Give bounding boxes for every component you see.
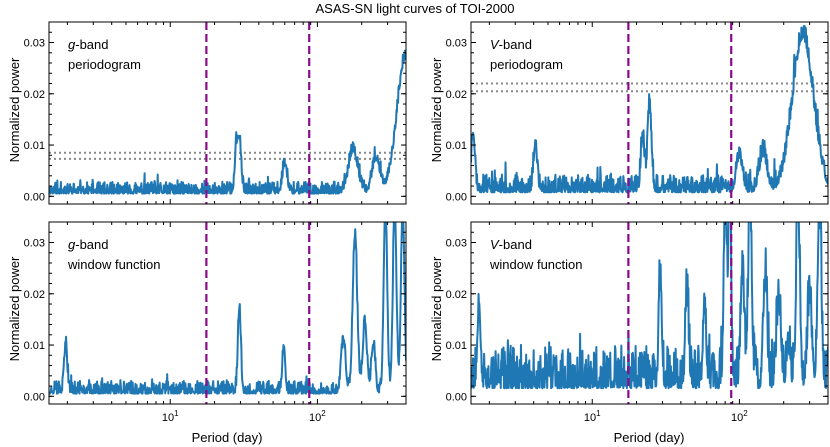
panel-g-periodogram: 0.00 0.01 0.02 0.03 g-band periodogram: [24, 21, 407, 205]
x-tick-exponent: 1: [596, 409, 601, 418]
y-tick-label-2: 0.02: [24, 289, 45, 301]
chart-title: ASAS-SN light curves of TOI-2000: [316, 1, 515, 16]
panel-label-line1: V-band: [490, 37, 532, 52]
x-tick-label-1: 102: [309, 409, 326, 424]
panel-label-band: V: [490, 237, 500, 252]
y-tick-label-2: 0.02: [446, 89, 467, 101]
series-line: [49, 49, 406, 195]
y-tick-label-2: 0.02: [446, 289, 467, 301]
series-line: [471, 222, 828, 390]
panel-label-rest: -band: [499, 237, 532, 252]
panel-label-line1: g-band: [68, 37, 108, 52]
y-tick-label-3: 0.03: [446, 238, 467, 250]
y-tick-label-1: 0.01: [24, 340, 45, 352]
x-tick-exponent: 2: [321, 409, 326, 418]
panel-v-periodogram: 0.00 0.01 0.02 0.03 V-band periodogram: [446, 21, 829, 205]
panel-label-band: g: [68, 37, 76, 52]
x-tick-base: 10: [731, 412, 743, 424]
y-axis-label-bottom-right: Normalized power: [429, 256, 444, 361]
x-tick-base: 10: [584, 412, 596, 424]
panel-label-rest: -band: [75, 37, 108, 52]
y-tick-label-0: 0.00: [24, 391, 45, 403]
panel-label-line2: window function: [67, 257, 161, 272]
panel-label-band: V: [490, 37, 500, 52]
x-tick-exponent: 2: [743, 409, 748, 418]
panel-frame: [48, 221, 407, 405]
panel-label-line1: V-band: [490, 237, 532, 252]
x-axis-label-right: Period (day): [614, 430, 685, 445]
y-tick-label-0: 0.00: [446, 391, 467, 403]
x-tick-label-1: 102: [731, 409, 748, 424]
panel-label-rest: -band: [75, 237, 108, 252]
panel-label-line2: periodogram: [68, 57, 141, 72]
series-line: [471, 25, 828, 194]
x-axis-label-left: Period (day): [192, 430, 263, 445]
y-axis-label-bottom-left: Normalized power: [7, 256, 22, 361]
y-tick-label-0: 0.00: [446, 191, 467, 203]
x-tick-base: 10: [162, 412, 174, 424]
x-tick-label-0: 101: [584, 409, 601, 424]
panels-group: 0.000.010.020.03 g-bandperiodogram0.000.0…: [24, 21, 829, 424]
y-tick-label-3: 0.03: [24, 38, 45, 50]
y-tick-label-1: 0.01: [446, 140, 467, 152]
y-tick-label-1: 0.01: [24, 140, 45, 152]
panel-label-line1: g-band: [68, 237, 108, 252]
panel-label-line2: window function: [489, 257, 583, 272]
y-tick-label-3: 0.03: [24, 238, 45, 250]
y-tick-label-1: 0.01: [446, 340, 467, 352]
panel-label-band: g: [68, 237, 76, 252]
panel-label-line2: periodogram: [490, 57, 563, 72]
x-tick-exponent: 1: [174, 409, 179, 418]
series-line: [49, 222, 406, 395]
x-tick-label-0: 101: [162, 409, 179, 424]
x-tick-base: 10: [309, 412, 321, 424]
y-tick-label-3: 0.03: [446, 38, 467, 50]
panel-frame: [470, 221, 829, 405]
y-axis-label-top-left: Normalized power: [7, 57, 22, 162]
panel-frame: [48, 21, 407, 205]
y-tick-label-2: 0.02: [24, 89, 45, 101]
y-tick-label-0: 0.00: [24, 191, 45, 203]
panel-frame: [470, 21, 829, 205]
y-axis-label-top-right: Normalized power: [429, 57, 444, 162]
panel-label-rest: -band: [499, 37, 532, 52]
